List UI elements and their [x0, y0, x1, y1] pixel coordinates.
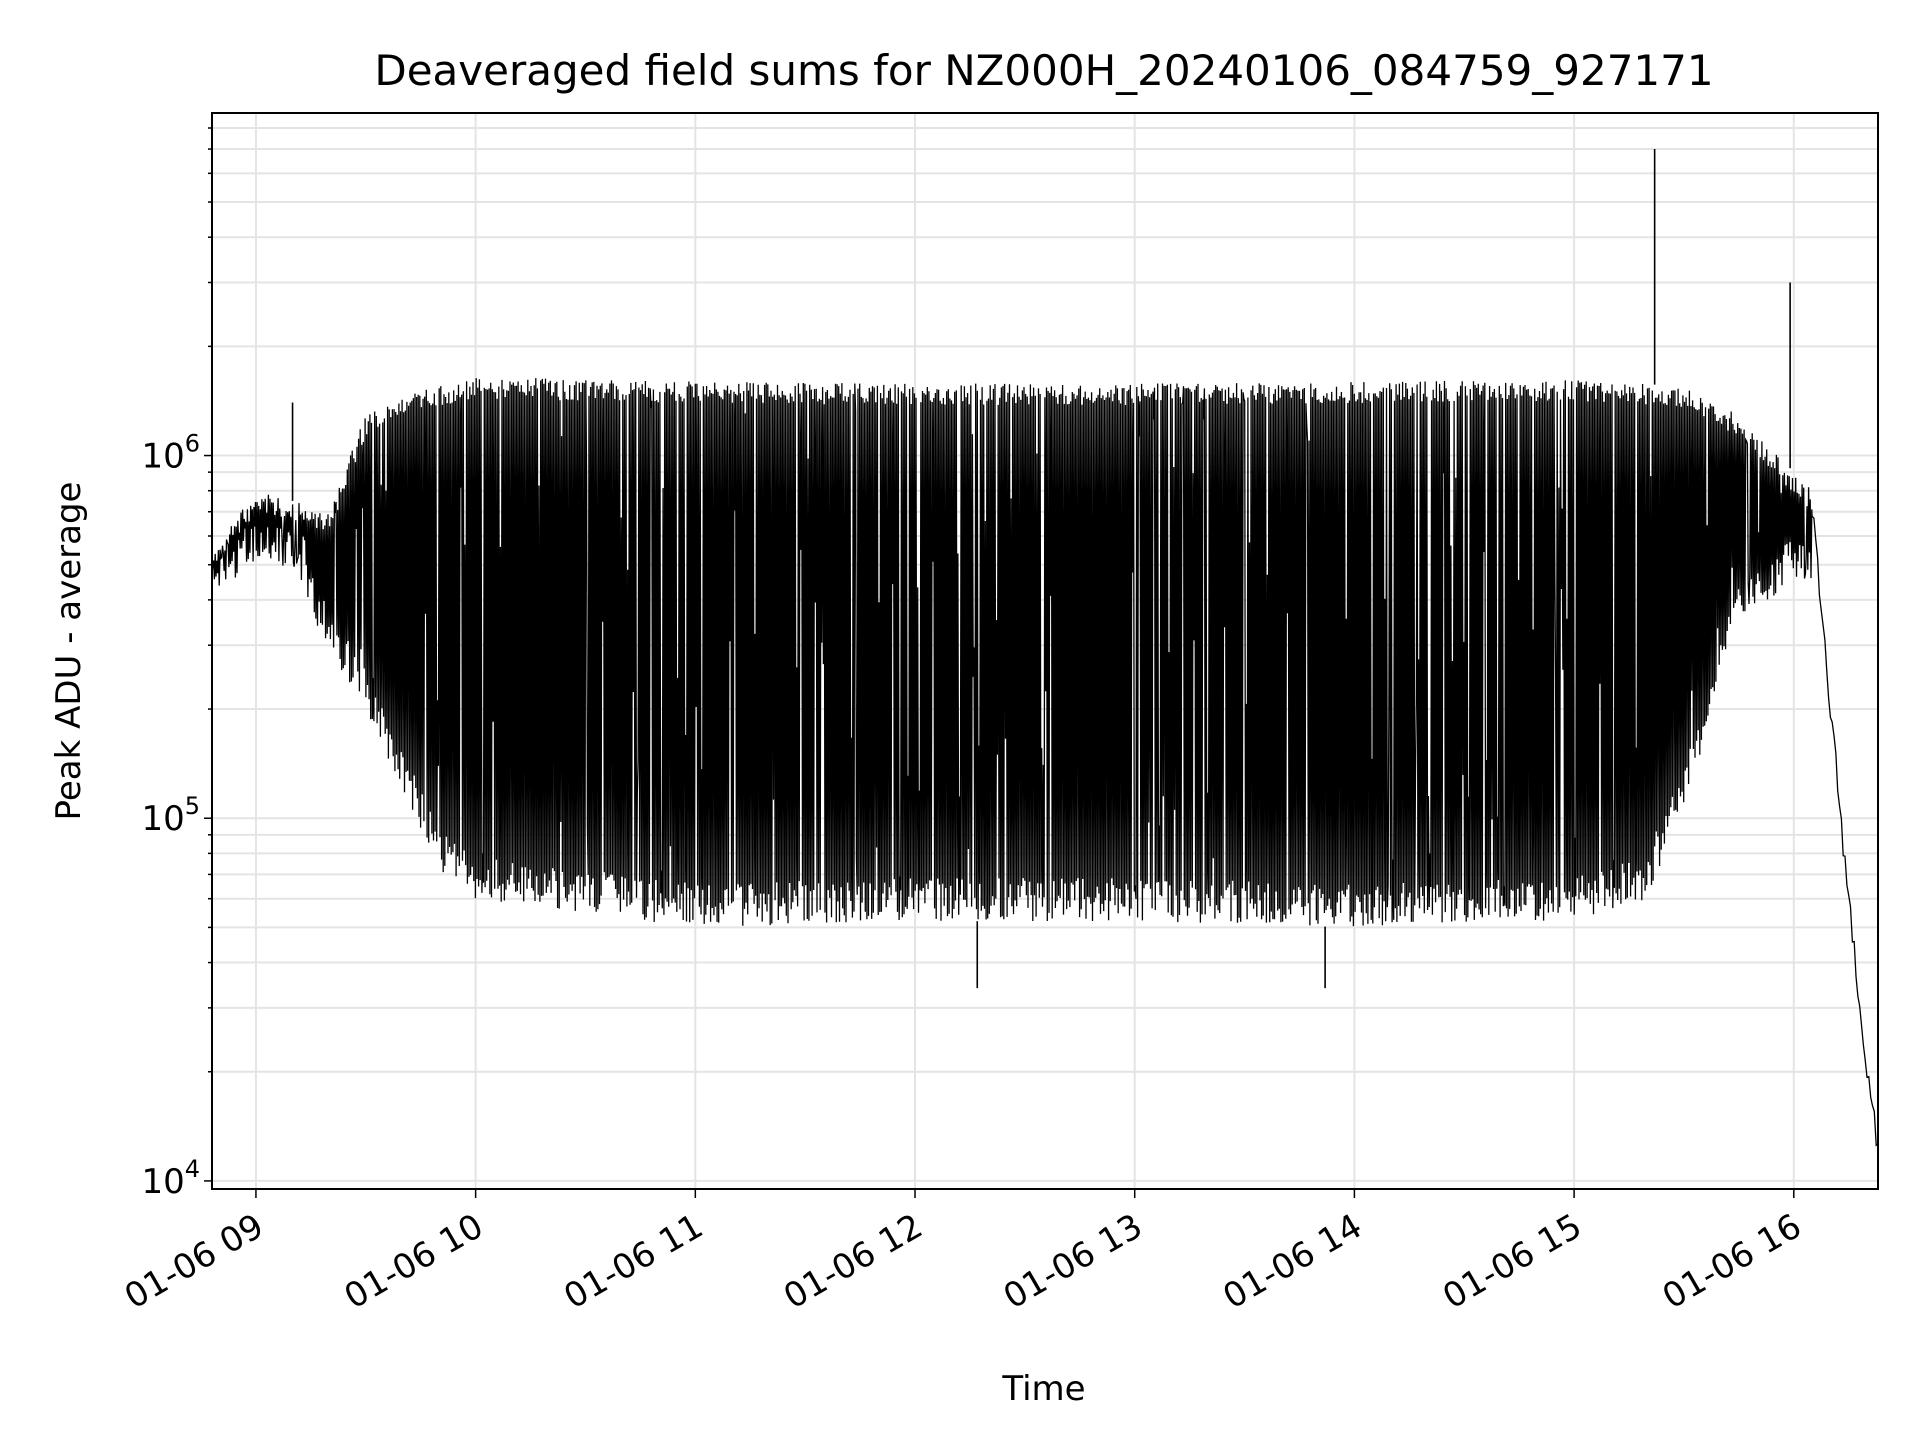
y-tick-label: 104: [141, 1155, 200, 1202]
x-axis-label: Time: [1001, 1369, 1085, 1409]
y-tick-label: 105: [141, 792, 200, 839]
plot-frame: [211, 112, 1879, 1190]
y-axis-label: Peak ADU - average: [49, 482, 89, 821]
y-tick-label: 106: [141, 430, 200, 477]
series-layer: [212, 149, 1878, 1147]
chart-title: Deaveraged field sums for NZ000H_2024010…: [374, 46, 1713, 95]
series-line: [212, 378, 1878, 1147]
